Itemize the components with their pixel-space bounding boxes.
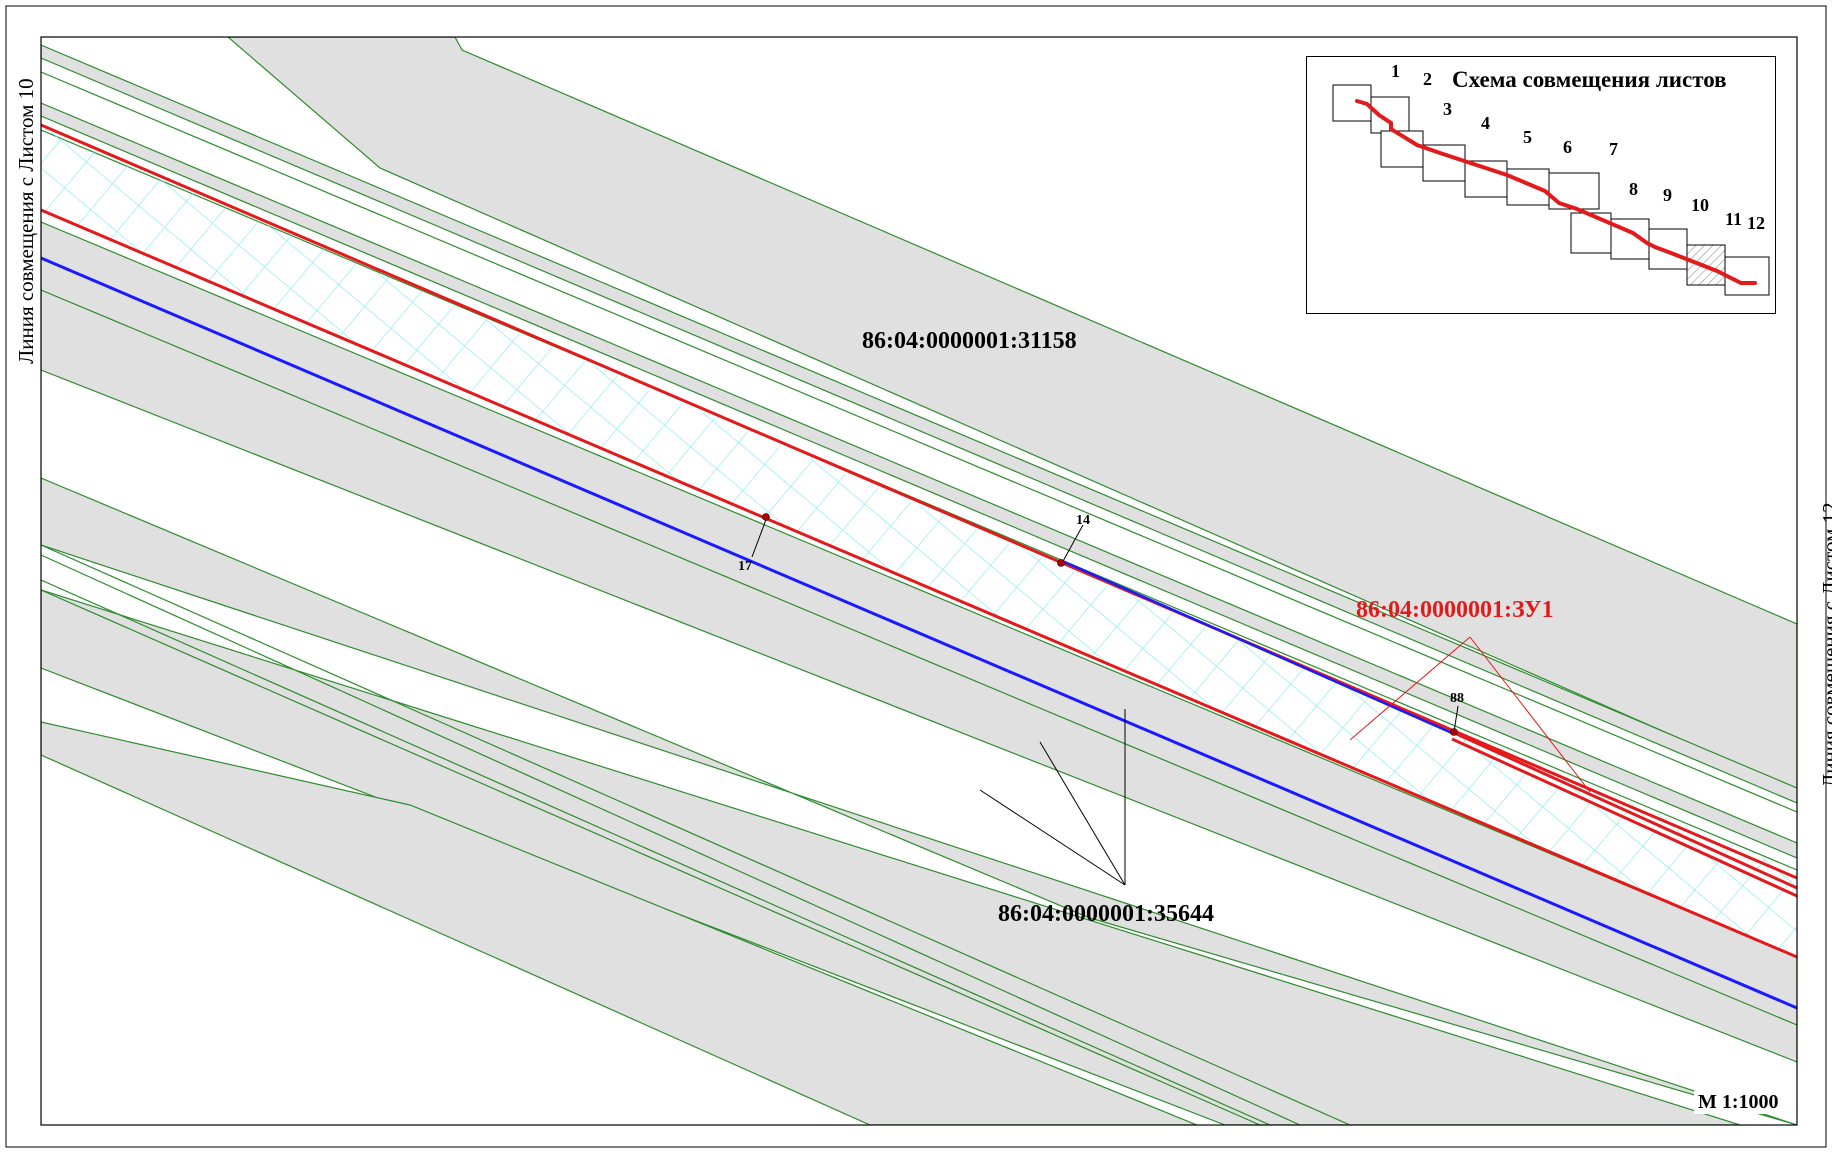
inset-number-8: 8 <box>1629 179 1638 199</box>
sheet-layout-inset: Схема совмещения листов 1 2 3 <box>1306 56 1776 314</box>
point-14-label: 14 <box>1076 513 1090 528</box>
leader-lines <box>751 516 1459 886</box>
sheet-border <box>5 5 1827 1148</box>
inset-sheet-7 <box>1548 172 1600 210</box>
inset-sheet-6 <box>1506 168 1550 206</box>
parcel-edges <box>41 71 1797 1125</box>
inset-number-7: 7 <box>1609 139 1618 159</box>
inset-sheet-12 <box>1724 256 1770 296</box>
inset-number-4: 4 <box>1481 113 1490 133</box>
point-88-label: 88 <box>1450 691 1464 706</box>
point-88-marker <box>1450 728 1458 736</box>
blue-boundary-short <box>1059 558 1453 735</box>
inset-number-9: 9 <box>1663 185 1672 205</box>
parcel-zu1-hatch <box>41 128 1797 958</box>
inset-route-line <box>1355 99 1757 285</box>
left-match-line-label: Линия совмещения с Листом 10 <box>14 78 38 364</box>
point-17-marker <box>762 513 770 521</box>
inset-number-10: 10 <box>1691 195 1709 215</box>
scale-label: М 1:1000 <box>1694 1091 1783 1114</box>
inset-number-6: 6 <box>1563 137 1572 157</box>
parcel-south-band <box>41 477 1797 1125</box>
parcel-main-band <box>41 221 1797 1063</box>
parcel-strip-2 <box>41 102 1797 859</box>
leader-lines-red <box>1349 636 1591 793</box>
parcel-south-label: 86:04:0000001:35644 <box>998 901 1214 927</box>
inset-title: Схема совмещения листов <box>1452 67 1727 92</box>
point-14-marker <box>1057 559 1065 567</box>
parcel-south-band-2 <box>41 589 1741 1125</box>
inset-sheet-boxes <box>1332 84 1770 296</box>
point-markers <box>762 513 1458 736</box>
inset-number-3: 3 <box>1443 99 1452 119</box>
map-frame <box>40 36 1798 1126</box>
blue-boundary <box>41 256 1797 1010</box>
map-body: 86:04:0000001:31158 86:04:0000001:35644 … <box>41 37 1797 1125</box>
inset-number-11: 11 <box>1725 209 1742 229</box>
inset-number-2: 2 <box>1423 69 1432 89</box>
inset-sheet-numbers: 1 2 3 4 5 6 7 8 9 10 11 12 <box>1391 61 1765 233</box>
inset-scheme: 1 2 3 4 5 6 7 8 9 10 11 12 <box>1332 61 1770 296</box>
parcel-zu1-label: 86:04:0000001:ЗУ1 <box>1356 597 1554 623</box>
parcel-north-label: 86:04:0000001:31158 <box>862 328 1077 354</box>
parcel-bands <box>41 37 1797 1125</box>
inset-number-12: 12 <box>1747 213 1765 233</box>
inset-number-1: 1 <box>1391 61 1400 81</box>
right-match-line-label: Линия совмещения с Листом 12 <box>1818 502 1832 788</box>
point-17-label: 17 <box>738 559 752 574</box>
parcel-south-band-3 <box>41 721 1198 1125</box>
inset-number-5: 5 <box>1523 127 1532 147</box>
parcel-strip-1 <box>41 44 1797 804</box>
parcel-zu1-boundary <box>41 123 1797 959</box>
parcel-north-band <box>227 37 1797 791</box>
